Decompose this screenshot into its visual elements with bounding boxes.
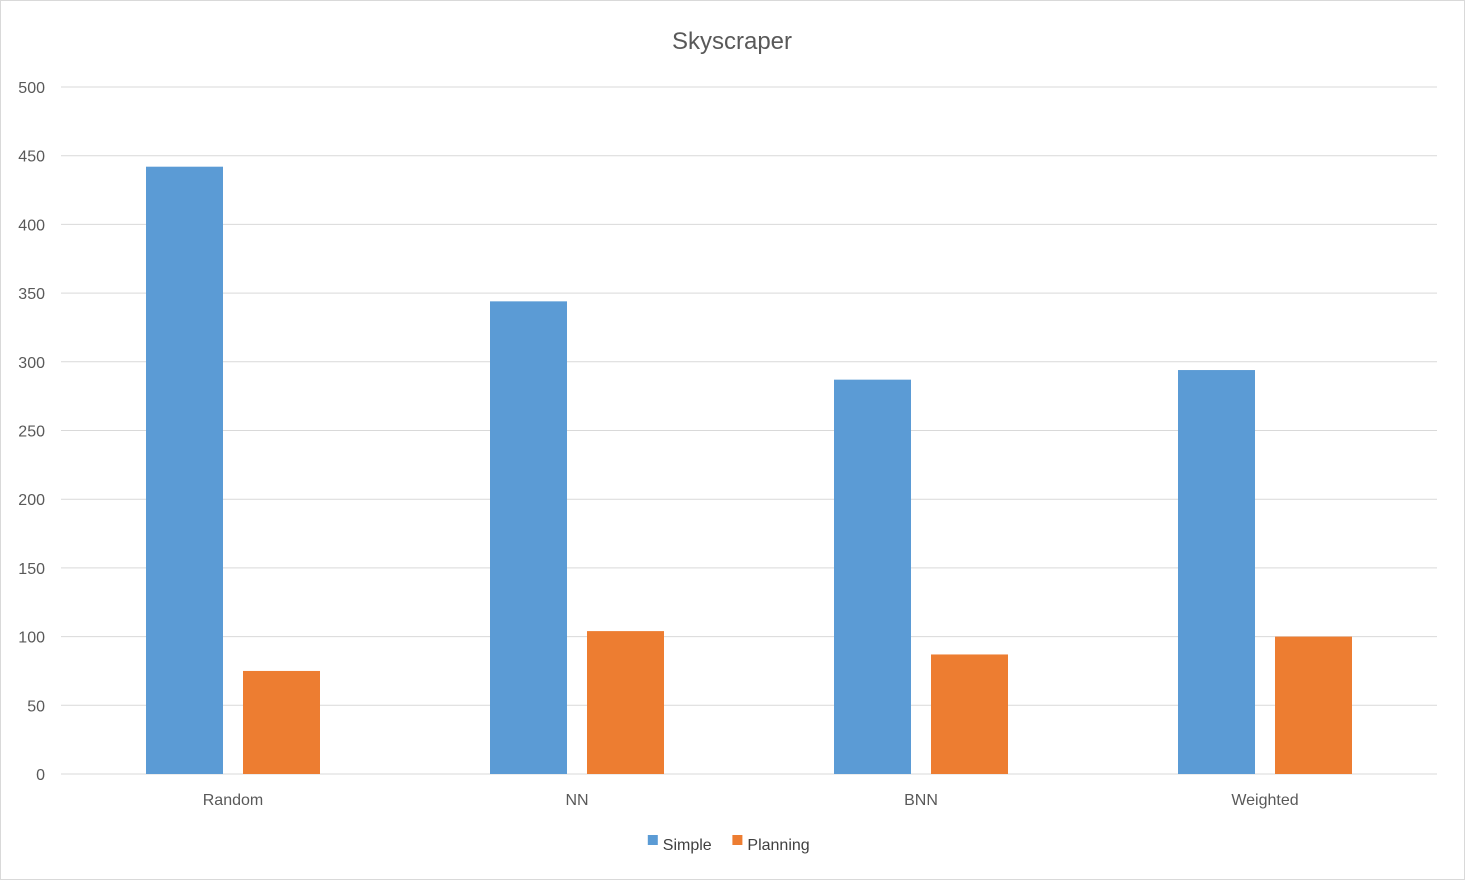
y-tick-label: 200 [18, 492, 45, 509]
bar-planning-nn[interactable] [587, 631, 664, 774]
x-tick-label-nn: NN [565, 792, 588, 809]
y-tick-label: 0 [36, 767, 45, 784]
bar-planning-random[interactable] [243, 670, 320, 774]
bar-planning-bnn[interactable] [931, 654, 1008, 774]
y-tick-label: 400 [18, 217, 45, 234]
y-tick-label: 300 [18, 355, 45, 372]
y-tick-label: 100 [18, 630, 45, 647]
y-tick-label: 500 [18, 80, 45, 97]
legend-swatch-simple [647, 835, 658, 845]
y-axis-tick-labels: 0 50 100 150 200 250 300 350 400 450 500 [18, 80, 45, 784]
legend-label-simple[interactable]: Simple [663, 837, 712, 854]
y-tick-label: 50 [27, 698, 45, 715]
legend-label-planning[interactable]: Planning [747, 837, 809, 854]
x-tick-label-random: Random [203, 792, 263, 809]
y-tick-label: 450 [18, 149, 45, 166]
y-tick-label: 250 [18, 424, 45, 441]
bar-simple-weighted[interactable] [1178, 370, 1255, 774]
bar-simple-nn[interactable] [490, 301, 567, 774]
y-tick-label: 350 [18, 286, 45, 303]
bar-planning-weighted[interactable] [1275, 636, 1352, 774]
legend: Simple Planning [647, 835, 810, 854]
y-tick-label: 150 [18, 561, 45, 578]
chart-title: Skyscraper [672, 28, 792, 55]
bar-simple-bnn[interactable] [834, 379, 911, 774]
x-tick-label-bnn: BNN [904, 792, 938, 809]
x-tick-label-weighted: Weighted [1231, 792, 1298, 809]
bar-simple-random[interactable] [146, 166, 223, 774]
legend-swatch-planning [732, 835, 743, 845]
x-axis-tick-labels: Random NN BNN Weighted [203, 792, 1299, 809]
bars [146, 166, 1352, 774]
